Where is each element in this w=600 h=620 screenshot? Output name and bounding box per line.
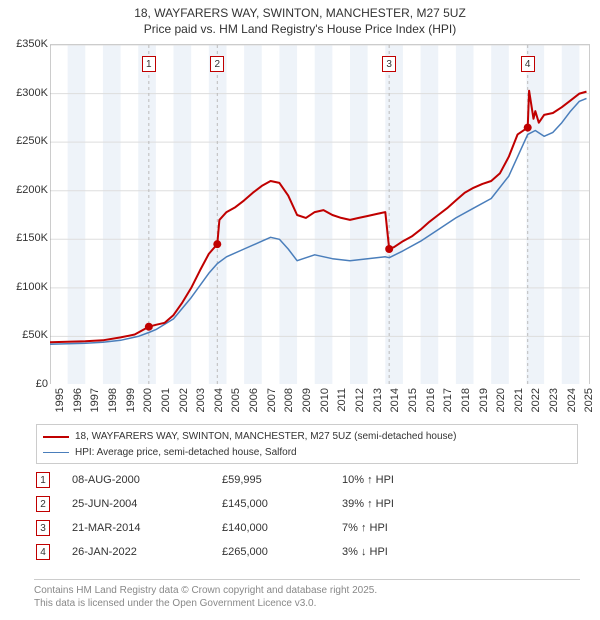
table-row: 3 21-MAR-2014 £140,000 7% ↑ HPI [36, 516, 578, 540]
sale-date: 08-AUG-2000 [72, 474, 222, 486]
sale-marker-box: 4 [521, 56, 535, 72]
table-row: 4 26-JAN-2022 £265,000 3% ↓ HPI [36, 540, 578, 564]
x-tick-label: 1997 [89, 388, 101, 412]
y-tick-label: £50K [2, 329, 48, 341]
x-tick-label: 2014 [389, 388, 401, 412]
x-tick-label: 2000 [142, 388, 154, 412]
legend-row-hpi: HPI: Average price, semi-detached house,… [43, 445, 571, 460]
sale-delta: 10% ↑ HPI [342, 474, 578, 486]
table-row: 2 25-JUN-2004 £145,000 39% ↑ HPI [36, 492, 578, 516]
x-tick-label: 2007 [266, 388, 278, 412]
sale-marker-box: 3 [382, 56, 396, 72]
x-tick-label: 2018 [460, 388, 472, 412]
x-tick-label: 2012 [354, 388, 366, 412]
x-tick-label: 2023 [548, 388, 560, 412]
x-tick-label: 2019 [478, 388, 490, 412]
y-tick-label: £300K [2, 87, 48, 99]
x-tick-label: 2010 [319, 388, 331, 412]
sales-table: 1 08-AUG-2000 £59,995 10% ↑ HPI 2 25-JUN… [36, 468, 578, 564]
x-tick-label: 2002 [178, 388, 190, 412]
x-tick-label: 2011 [336, 388, 348, 412]
sale-price: £59,995 [222, 474, 342, 486]
sale-delta: 3% ↓ HPI [342, 546, 578, 558]
x-tick-label: 2025 [583, 388, 595, 412]
legend-swatch [43, 452, 69, 453]
y-tick-label: £150K [2, 232, 48, 244]
sale-date: 26-JAN-2022 [72, 546, 222, 558]
x-tick-label: 1995 [54, 388, 66, 412]
sale-price: £145,000 [222, 498, 342, 510]
sale-date: 25-JUN-2004 [72, 498, 222, 510]
sale-date: 21-MAR-2014 [72, 522, 222, 534]
legend-swatch [43, 436, 69, 438]
legend-label: 18, WAYFARERS WAY, SWINTON, MANCHESTER, … [75, 429, 456, 444]
x-tick-label: 2016 [425, 388, 437, 412]
x-tick-label: 2008 [283, 388, 295, 412]
x-tick-label: 1996 [72, 388, 84, 412]
plot-area [50, 44, 590, 384]
table-row: 1 08-AUG-2000 £59,995 10% ↑ HPI [36, 468, 578, 492]
legend-label: HPI: Average price, semi-detached house,… [75, 445, 297, 460]
x-tick-label: 1998 [107, 388, 119, 412]
sale-index-box: 2 [36, 496, 50, 512]
y-tick-label: £0 [2, 378, 48, 390]
title-subtitle: Price paid vs. HM Land Registry's House … [0, 22, 600, 38]
sale-marker-box: 2 [210, 56, 224, 72]
chart-container: 18, WAYFARERS WAY, SWINTON, MANCHESTER, … [0, 0, 600, 620]
legend-row-price-paid: 18, WAYFARERS WAY, SWINTON, MANCHESTER, … [43, 429, 571, 444]
footer-line2: This data is licensed under the Open Gov… [34, 597, 580, 610]
x-tick-label: 2001 [160, 388, 172, 412]
sale-index-box: 1 [36, 472, 50, 488]
sale-marker-box: 1 [142, 56, 156, 72]
x-tick-label: 2020 [495, 388, 507, 412]
x-tick-label: 2015 [407, 388, 419, 412]
sale-price: £140,000 [222, 522, 342, 534]
legend: 18, WAYFARERS WAY, SWINTON, MANCHESTER, … [36, 424, 578, 464]
x-tick-label: 2017 [442, 388, 454, 412]
x-tick-label: 2003 [195, 388, 207, 412]
sale-index-box: 4 [36, 544, 50, 560]
x-tick-label: 2005 [230, 388, 242, 412]
footer-line1: Contains HM Land Registry data © Crown c… [34, 584, 580, 597]
sale-delta: 39% ↑ HPI [342, 498, 578, 510]
footer-note: Contains HM Land Registry data © Crown c… [34, 579, 580, 610]
x-tick-label: 2013 [372, 388, 384, 412]
x-tick-label: 2009 [301, 388, 313, 412]
sale-delta: 7% ↑ HPI [342, 522, 578, 534]
sale-index-box: 3 [36, 520, 50, 536]
x-tick-label: 2024 [566, 388, 578, 412]
x-tick-label: 2004 [213, 388, 225, 412]
y-tick-label: £200K [2, 184, 48, 196]
x-tick-label: 2006 [248, 388, 260, 412]
y-tick-label: £350K [2, 38, 48, 50]
title-address: 18, WAYFARERS WAY, SWINTON, MANCHESTER, … [0, 6, 600, 22]
plot-svg [50, 45, 589, 384]
x-tick-label: 2021 [513, 388, 525, 412]
y-tick-label: £250K [2, 135, 48, 147]
x-tick-label: 1999 [125, 388, 137, 412]
chart-title: 18, WAYFARERS WAY, SWINTON, MANCHESTER, … [0, 0, 600, 41]
x-tick-label: 2022 [530, 388, 542, 412]
sale-price: £265,000 [222, 546, 342, 558]
y-tick-label: £100K [2, 281, 48, 293]
